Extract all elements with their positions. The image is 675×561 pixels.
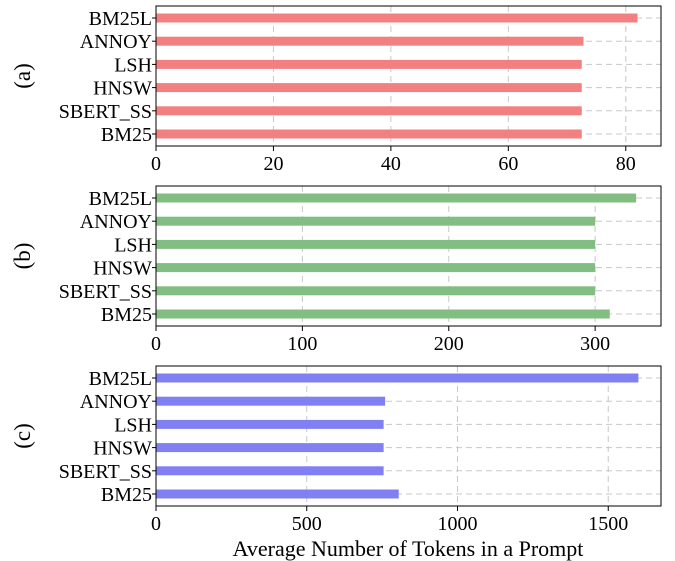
panel-label: (b) [10,243,35,270]
y-tick-label: ANNOY [80,31,152,53]
x-tick-label: 200 [434,333,464,355]
x-tick-label: 1000 [437,513,477,535]
y-tick-label: ANNOY [80,391,152,413]
x-tick-label: 40 [381,153,401,175]
y-tick-label: SBERT_SS [59,461,152,483]
y-tick-label: BM25 [101,484,152,506]
x-tick-label: 100 [287,333,317,355]
x-tick-label: 80 [616,153,636,175]
x-tick-label: 300 [580,333,610,355]
bar-bm25 [156,129,582,139]
bar-hnsw [156,443,384,453]
x-tick-label: 500 [292,513,322,535]
plot-frame [155,185,662,327]
bar-sbert-ss [156,466,384,476]
x-tick-label: 0 [151,153,161,175]
x-axis-label: Average Number of Tokens in a Prompt [233,536,584,561]
x-tick-label: 0 [151,513,161,535]
bar-annoy [156,396,386,406]
y-tick-label: HNSW [93,258,152,280]
y-tick-label: BM25 [101,304,152,326]
y-tick-label: BM25 [101,124,152,146]
plot-frame [155,5,662,147]
x-tick-label: 1500 [588,513,628,535]
bar-bm25l [156,373,639,383]
bar-lsh [156,419,384,429]
bar-bm25l [156,13,638,23]
y-tick-label: HNSW [93,78,152,100]
bar-bm25 [156,309,610,319]
plot-frame [155,365,662,507]
y-tick-label: BM25L [89,368,152,390]
bar-sbert-ss [156,106,582,116]
bar-bm25 [156,489,399,499]
bar-annoy [156,216,596,226]
y-tick-label: SBERT_SS [59,101,152,123]
y-tick-label: BM25L [89,188,152,210]
panel-label: (a) [10,63,35,89]
bar-bm25l [156,193,637,203]
bar-lsh [156,239,596,249]
y-tick-label: BM25L [89,8,152,30]
bar-hnsw [156,83,582,93]
y-tick-label: HNSW [93,438,152,460]
y-tick-label: SBERT_SS [59,281,152,303]
y-tick-label: LSH [114,234,152,256]
y-tick-label: ANNOY [80,211,152,233]
x-tick-label: 60 [498,153,518,175]
bar-annoy [156,36,584,46]
x-tick-label: 20 [263,153,283,175]
y-tick-label: LSH [114,414,152,436]
bar-hnsw [156,263,596,273]
y-tick-label: LSH [114,54,152,76]
x-tick-label: 0 [151,333,161,355]
bar-sbert-ss [156,286,596,296]
panel-label: (c) [10,423,35,449]
bar-lsh [156,59,582,69]
